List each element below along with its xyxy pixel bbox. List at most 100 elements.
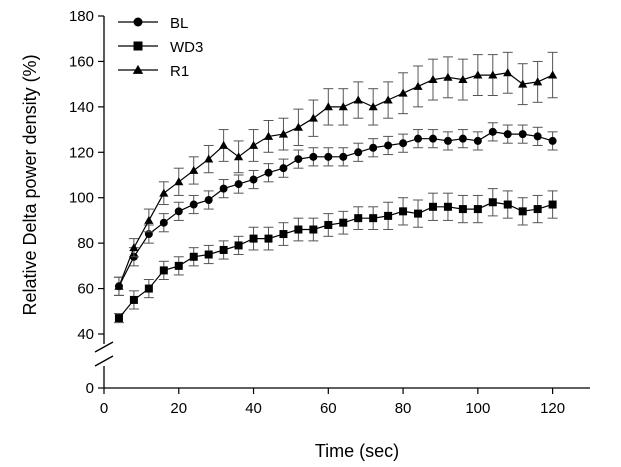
data-point-r1 [204,154,214,163]
data-point-bl [384,141,393,150]
data-point-bl [428,134,437,143]
data-point-wd3 [144,284,153,293]
y-tick-label: 120 [69,144,94,161]
axis-break-mark [94,341,114,353]
data-point-wd3 [129,295,138,304]
y-tick-label: 0 [86,380,94,397]
data-point-bl [264,168,273,177]
data-point-r1 [159,188,169,197]
series-layer [113,51,558,324]
x-tick-label: 100 [465,400,490,417]
legend-label-r1: R1 [170,63,189,80]
data-point-bl [443,136,452,145]
x-tick-label: 60 [320,400,337,417]
data-point-r1 [129,243,139,252]
series-r1 [113,51,558,296]
data-point-bl [204,195,213,204]
y-tick-label: 40 [77,326,94,343]
legend-marker-wd3 [133,41,143,51]
data-point-bl [548,136,557,145]
data-point-wd3 [369,214,378,223]
series-line-r1 [118,72,553,287]
data-point-bl [369,143,378,152]
data-point-wd3 [264,234,273,243]
data-point-wd3 [384,211,393,220]
y-tick-label: 140 [69,99,94,116]
data-point-r1 [383,95,393,104]
data-point-wd3 [443,202,452,211]
x-tick-label: 120 [540,400,565,417]
y-tick-label: 100 [69,190,94,207]
data-point-wd3 [324,220,333,229]
data-point-bl [414,134,423,143]
data-point-bl [279,164,288,173]
data-point-bl [324,152,333,161]
data-point-r1 [518,79,528,88]
legend-marker-r1 [132,64,144,74]
data-point-wd3 [249,234,258,243]
data-point-wd3 [114,314,123,323]
data-point-bl [309,152,318,161]
data-point-wd3 [279,230,288,239]
data-point-wd3 [503,200,512,209]
data-point-r1 [278,129,289,138]
data-point-r1 [443,72,453,81]
data-point-wd3 [473,205,482,214]
data-point-r1 [323,102,333,111]
data-point-r1 [428,75,438,84]
data-point-r1 [548,70,558,79]
x-tick-label: 80 [395,400,412,417]
data-point-bl [518,130,527,139]
data-point-bl [533,132,542,141]
data-point-r1 [114,281,124,290]
data-point-r1 [189,165,199,174]
data-point-bl [174,207,183,216]
y-tick-label: 180 [69,8,94,25]
data-point-bl [159,218,168,227]
x-axis-title: Time (sec) [315,441,399,461]
data-point-wd3 [518,207,527,216]
data-point-wd3 [414,209,423,218]
data-point-wd3 [458,205,467,214]
data-point-bl [339,152,348,161]
data-point-r1 [338,102,348,111]
data-point-bl [473,136,482,145]
data-point-wd3 [189,252,198,261]
data-point-bl [488,127,497,136]
legend-label-bl: BL [170,15,188,32]
x-tick-label: 0 [100,400,108,417]
data-point-wd3 [488,198,497,207]
data-point-bl [294,155,303,164]
series-line-wd3 [118,201,553,319]
data-point-bl [458,134,467,143]
data-point-wd3 [533,205,542,214]
data-point-r1 [413,81,423,90]
data-point-bl [249,175,258,184]
y-tick-label: 80 [77,235,94,252]
data-point-wd3 [548,200,557,209]
y-tick-label: 160 [69,53,94,70]
data-point-bl [354,148,363,157]
legend-label-wd3: WD3 [170,39,203,56]
data-point-wd3 [428,202,437,211]
data-point-r1 [533,77,543,86]
data-point-wd3 [339,218,348,227]
data-point-wd3 [354,214,363,223]
axis-break-mark [94,355,114,367]
data-point-r1 [353,95,363,104]
data-point-bl [219,184,228,193]
series-wd3 [113,188,558,324]
data-point-r1 [398,88,408,97]
data-point-r1 [248,140,259,149]
data-point-wd3 [309,225,318,234]
data-point-r1 [219,140,229,149]
y-tick-label: 60 [77,281,94,298]
legend-marker-bl [133,17,143,27]
data-point-r1 [473,70,483,79]
data-point-r1 [488,70,498,79]
data-point-r1 [308,113,318,122]
data-point-wd3 [159,266,168,275]
data-point-wd3 [219,245,228,254]
data-point-wd3 [294,225,303,234]
